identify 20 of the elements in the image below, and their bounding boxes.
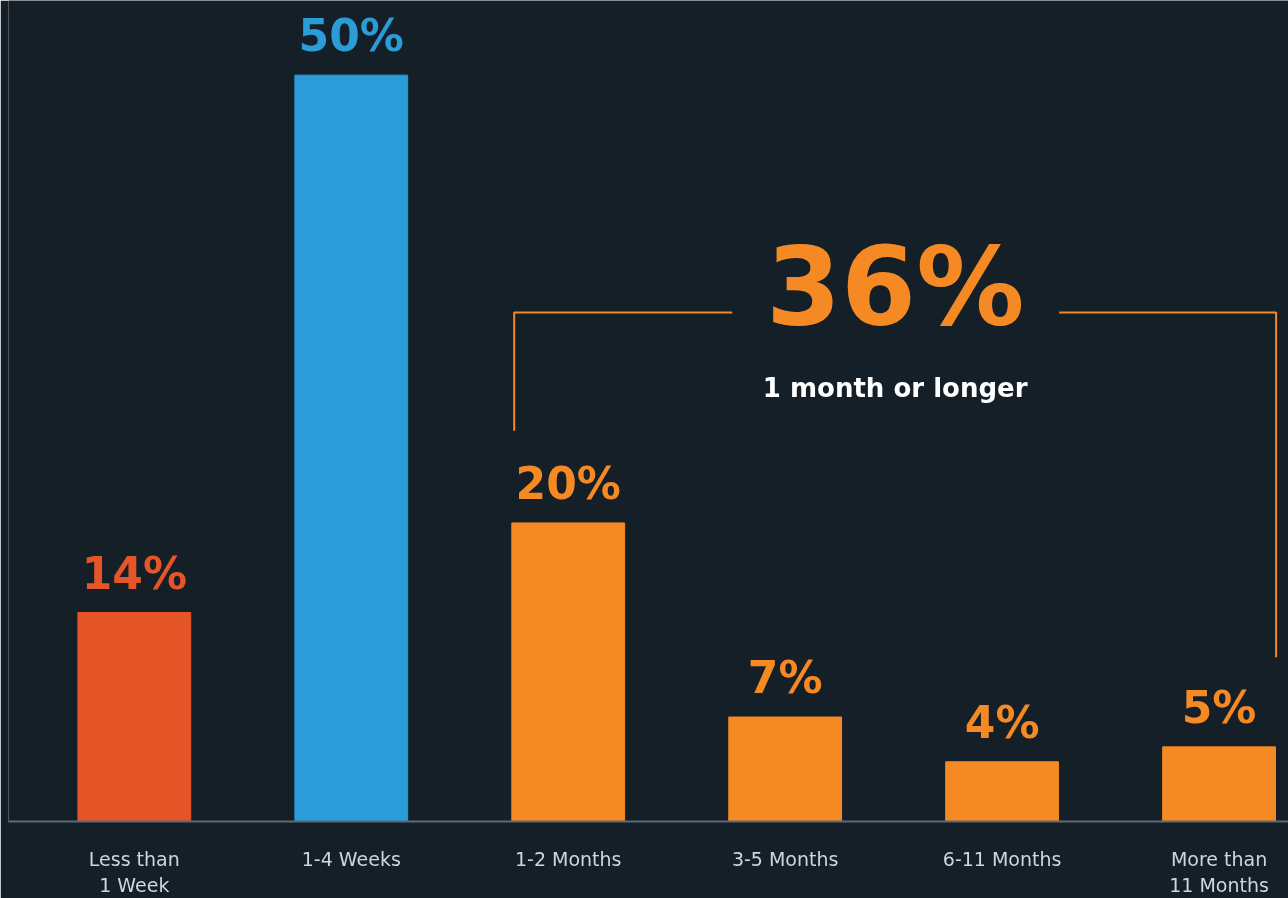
bar — [511, 522, 626, 822]
bar — [294, 74, 409, 822]
x-tick-label: 1-4 Weeks — [301, 847, 401, 870]
data-label: 50% — [298, 10, 404, 62]
bar — [77, 612, 192, 822]
bar — [728, 716, 843, 822]
annotation: 1 month or longer — [762, 372, 1028, 403]
x-tick-label: 6-11 Months — [942, 847, 1062, 870]
data-label: 20% — [515, 457, 621, 509]
x-tick-label: 1-2 Months — [514, 847, 622, 870]
data-label: 14% — [81, 547, 187, 599]
x-tick-label: 3-5 Months — [731, 847, 839, 870]
data-label: 4% — [964, 696, 1040, 748]
bar — [945, 761, 1060, 822]
x-tick-label: Less than 1 Week — [88, 847, 180, 896]
data-label: 5% — [1181, 681, 1257, 733]
data-label: 7% — [747, 652, 823, 704]
bar — [1162, 746, 1276, 822]
x-tick-label: More than 11 Months — [1169, 847, 1269, 896]
annotation: 36% — [765, 224, 1025, 350]
